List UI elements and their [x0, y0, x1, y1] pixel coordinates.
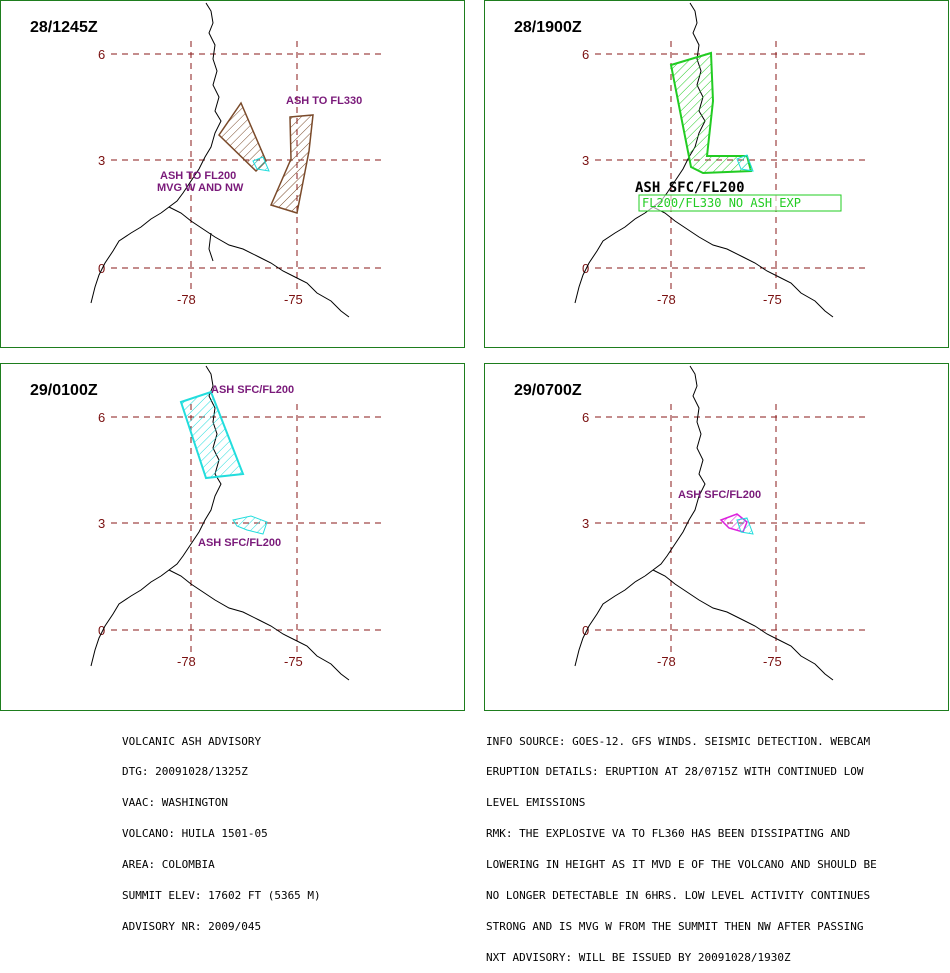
lat-tick: 6 [582, 47, 589, 62]
ash-label-fl330: ASH TO FL330 [286, 95, 362, 107]
coastline [90, 2, 350, 318]
lat-tick: 3 [582, 153, 589, 168]
advisory-line: LOWERING IN HEIGHT AS IT MVD E OF THE VO… [486, 858, 877, 872]
lon-tick: -75 [284, 292, 303, 307]
advisory-line: RMK: THE EXPLOSIVE VA TO FL360 HAS BEEN … [486, 827, 851, 841]
lat-tick: 3 [98, 153, 105, 168]
advisory-line: ERUPTION DETAILS: ERUPTION AT 28/0715Z W… [486, 765, 864, 779]
advisory-line: VOLCANO: HUILA 1501-05 [122, 827, 268, 841]
advisory-line: NXT ADVISORY: WILL BE ISSUED BY 20091028… [486, 950, 791, 964]
advisory-line: INFO SOURCE: GOES-12. GFS WINDS. SEISMIC… [486, 734, 871, 748]
lon-tick: -75 [284, 654, 303, 669]
lon-tick: -75 [763, 654, 782, 669]
volcano-marker [252, 156, 270, 172]
panel-time: 29/0700Z [514, 382, 582, 399]
advisory-line: VAAC: WASHINGTON [122, 796, 228, 810]
ash-label-top: ASH SFC/FL200 [211, 384, 294, 396]
ash-area [179, 390, 245, 480]
lon-tick: -78 [177, 654, 196, 669]
advisory-line: ADVISORY NR: 2009/045 [122, 919, 262, 933]
panel-time: 29/0100Z [30, 382, 98, 399]
advisory-header: VOLCANIC ASH ADVISORY DTG: 20091028/1325… [122, 716, 321, 943]
volcano-marker [736, 154, 754, 172]
lat-tick: 6 [582, 410, 589, 425]
ash-area [669, 51, 753, 175]
forecast-panel-1: 28/1245Z 6 3 0 -78 -75 [0, 0, 465, 348]
ash-label: ASH SFC/FL200 [635, 180, 745, 196]
lat-tick: 0 [582, 623, 589, 638]
advisory-line: STRONG AND IS MVG W FROM THE SUMMIT THEN… [486, 919, 864, 933]
lon-tick: -75 [763, 292, 782, 307]
lon-tick: -78 [657, 292, 676, 307]
panel-time: 28/1245Z [30, 19, 98, 36]
forecast-panel-2: 28/1900Z 6 3 0 -78 -75 ASH SFC/FL200 FL2… [484, 0, 949, 348]
advisory-details: INFO SOURCE: GOES-12. GFS WINDS. SEISMIC… [486, 716, 877, 973]
lat-tick: 6 [98, 410, 105, 425]
lat-tick: 6 [98, 47, 105, 62]
ash-area-low [218, 101, 267, 173]
ash-area-high [269, 114, 314, 214]
lat-tick: 3 [98, 516, 105, 531]
map-3: 6 3 0 -78 -75 ASH SFC/FL200 ASH SFC/FL20… [90, 365, 381, 681]
ash-area-small [232, 515, 268, 535]
lon-tick: -78 [657, 654, 676, 669]
volcano-marker [736, 517, 754, 535]
ash-label-bottom: ASH SFC/FL200 [198, 537, 281, 549]
no-ash-box [638, 194, 842, 212]
coastline [574, 365, 834, 681]
advisory-line: LEVEL EMISSIONS [486, 796, 586, 810]
advisory-line: VOLCANIC ASH ADVISORY [122, 734, 262, 748]
lat-tick: 3 [582, 516, 589, 531]
map-4: 6 3 0 -78 -75 ASH SFC/FL200 [574, 365, 865, 681]
movement-label: MVG W AND NW [157, 182, 244, 194]
forecast-panel-3: 29/0100Z 6 3 0 -78 -75 ASH SFC/FL200 ASH… [0, 363, 465, 711]
panel-time: 28/1900Z [514, 19, 582, 36]
ash-label-fl200: ASH TO FL200 [160, 170, 236, 182]
advisory-line: AREA: COLOMBIA [122, 858, 215, 872]
ash-label: ASH SFC/FL200 [678, 489, 761, 501]
advisory-line: DTG: 20091028/1325Z [122, 765, 248, 779]
advisory-line: NO LONGER DETECTABLE IN 6HRS. LOW LEVEL … [486, 889, 871, 903]
map-1: 6 3 0 -78 -75 ASH TO FL330 ASH TO FL200 … [90, 2, 381, 318]
lat-tick: 0 [582, 261, 589, 276]
map-2: 6 3 0 -78 -75 ASH SFC/FL200 FL200/FL330 … [574, 2, 865, 318]
advisory-line: SUMMIT ELEV: 17602 FT (5365 M) [122, 889, 321, 903]
lat-tick: 0 [98, 623, 105, 638]
no-ash-label: FL200/FL330 NO ASH EXP [642, 196, 801, 210]
lon-tick: -78 [177, 292, 196, 307]
forecast-panel-4: 29/0700Z 6 3 0 -78 -75 ASH SFC/FL200 [484, 363, 949, 711]
lat-tick: 0 [98, 261, 105, 276]
